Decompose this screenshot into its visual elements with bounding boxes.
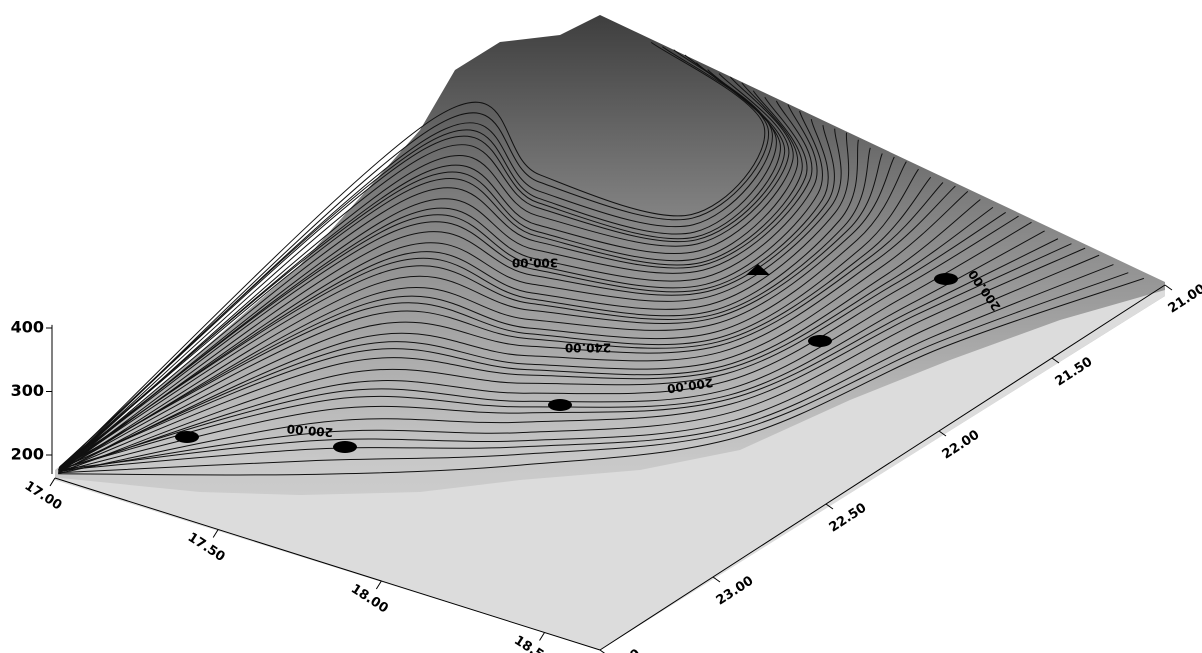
- sample-point: [808, 335, 832, 347]
- y-tick-label: 23.00: [714, 574, 757, 609]
- chart: 300.00240.00200.00200.00200.002003004001…: [0, 0, 1202, 653]
- x-tick: [213, 529, 218, 537]
- z-tick-label: 200: [11, 445, 44, 464]
- y-tick-label: 22.50: [827, 501, 870, 536]
- sample-point: [934, 273, 958, 285]
- x-tick: [376, 581, 381, 589]
- x-tick-label: 18.00: [348, 582, 391, 617]
- x-tick-label: 17.00: [22, 479, 65, 514]
- z-tick-label: 400: [11, 318, 44, 337]
- contour-label: 300.00: [512, 256, 558, 270]
- x-tick: [50, 478, 55, 486]
- y-tick: [1165, 285, 1172, 290]
- y-tick-label: 23.50: [601, 647, 644, 653]
- x-tick: [540, 632, 545, 640]
- y-tick: [713, 577, 720, 582]
- contour-label: 240.00: [565, 341, 611, 355]
- y-tick-label: 21.00: [1166, 282, 1202, 317]
- z-tick-label: 300: [11, 381, 44, 400]
- x-tick-label: 17.50: [185, 530, 228, 565]
- sample-point: [548, 399, 572, 411]
- x-tick-label: 18.50: [511, 633, 554, 653]
- sample-point: [175, 431, 199, 443]
- sample-point: [333, 441, 357, 453]
